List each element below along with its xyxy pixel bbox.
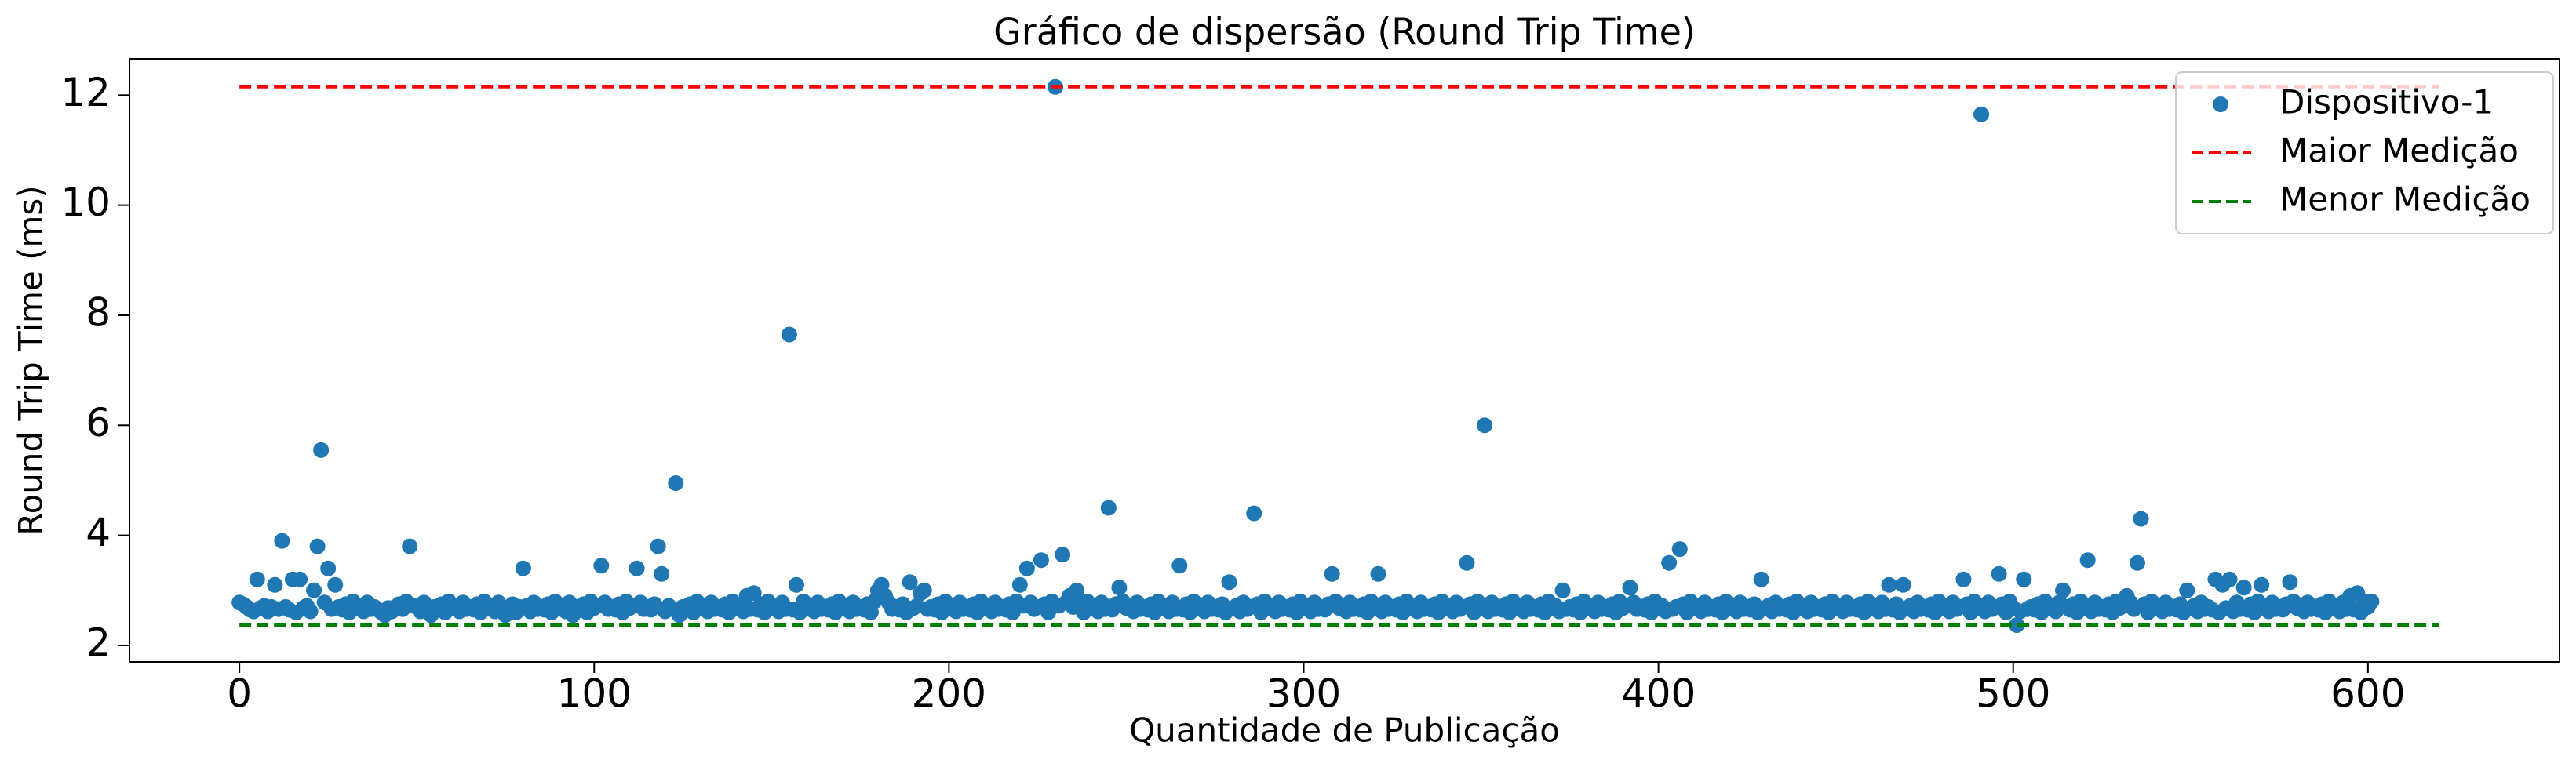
point [1459,554,1475,571]
point [274,533,290,549]
point [2282,574,2298,591]
point [2055,582,2071,598]
point [1018,560,1035,576]
y-tick-label: 10 [60,180,111,225]
legend-marker [2213,96,2228,112]
point [267,576,283,593]
point [1991,565,2007,582]
point [1477,417,1493,434]
legend: Dispositivo-1 Maior Medição Menor Medição [2175,71,2554,234]
y-tick-label: 12 [60,70,111,115]
legend-box [2175,71,2554,234]
x-tick-label: 300 [1266,671,1341,717]
point [1246,505,1262,522]
point [1221,574,1237,591]
point [1011,576,1028,593]
point [515,560,531,576]
point [1671,541,1688,558]
point [1554,582,1571,598]
point [1171,558,1188,574]
point [1033,552,1049,569]
y-axis-label: Round Trip Time (ms) [12,185,50,535]
point [788,576,804,593]
x-tick-label: 200 [912,671,986,717]
point [2179,582,2195,598]
point [2254,576,2270,593]
chart-title: Gráfico de dispersão (Round Trip Time) [993,11,1696,53]
point [313,442,330,458]
point [327,576,344,593]
point [650,538,666,554]
point [593,558,610,574]
point [1753,571,1769,587]
point [1055,547,1071,563]
point [1622,580,1638,596]
x-tick-label: 0 [227,671,252,717]
x-tick-label: 100 [557,671,632,717]
point [2363,593,2380,609]
point [309,538,326,554]
point [2079,552,2096,569]
x-tick-label: 600 [2330,671,2405,717]
point [2016,571,2032,587]
point [292,571,308,587]
point [306,582,322,598]
point [402,538,418,554]
point [249,571,265,587]
point [2129,554,2145,571]
point [2133,511,2149,527]
point [668,474,684,491]
point [781,326,797,343]
point [1895,576,1911,593]
axes-frame [129,58,2560,663]
point [629,560,645,576]
point [1881,576,1897,593]
point [2235,580,2252,596]
point [302,603,319,620]
point [1661,554,1678,571]
point [654,565,670,582]
point [1069,582,1085,598]
y-tick-label: 8 [86,289,111,335]
point [916,582,932,598]
legend-label: Dispositivo-1 [2279,83,2494,122]
y-tick-label: 6 [86,400,111,445]
point [1100,500,1117,516]
point [1973,106,1990,122]
legend-label: Menor Medição [2279,180,2530,219]
point [1370,565,1386,582]
y-tick-label: 4 [86,510,111,555]
point [2009,616,2025,633]
point [902,574,918,591]
plot-area [129,59,2560,662]
point [1324,565,1340,582]
x-axis-label: Quantidade de Publicação [1129,711,1560,750]
x-tick-label: 400 [1621,671,1696,717]
point [320,560,337,576]
y-tick-label: 2 [86,620,111,665]
legend-label: Maior Medição [2279,132,2519,170]
x-tick-label: 500 [1976,671,2050,717]
point [1955,571,1972,587]
point [1111,580,1128,596]
point [2221,571,2238,587]
